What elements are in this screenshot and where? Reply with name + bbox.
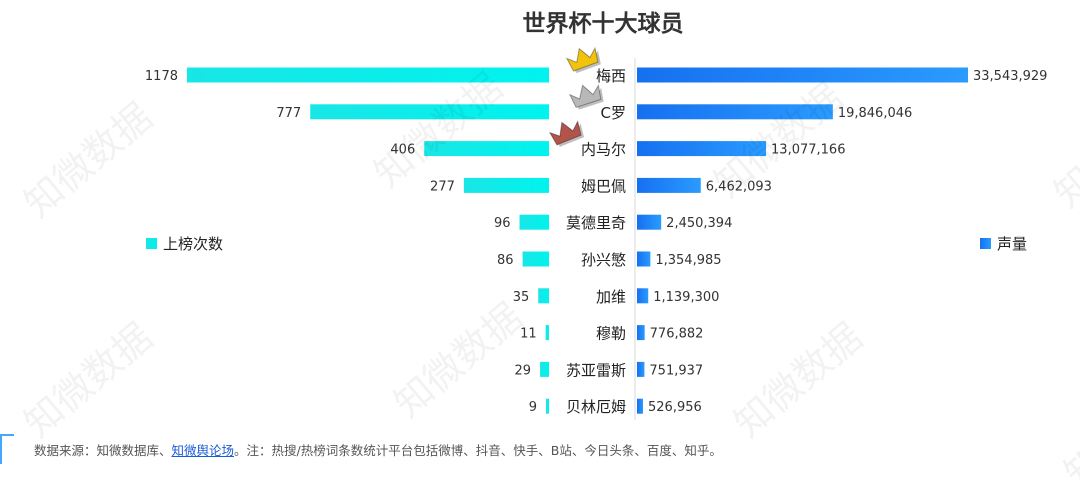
crown-shape — [565, 46, 599, 72]
right-bar-value-label: 751,937 — [649, 363, 703, 378]
category-label: 内马尔 — [581, 141, 626, 159]
right-bar[interactable] — [637, 398, 643, 414]
crown-shape — [568, 84, 602, 109]
legend-label-left: 上榜次数 — [163, 235, 224, 253]
right-bar[interactable] — [637, 251, 651, 267]
left-bar[interactable] — [546, 398, 549, 414]
left-bar-value-label: 277 — [430, 179, 455, 194]
gold-crown-icon — [565, 46, 601, 74]
category-label: 贝林厄姆 — [566, 398, 626, 416]
chart-marks: 1178 33,543,929 梅西 777 19,846,046 C罗 406 13,077… — [145, 46, 1047, 416]
right-bar[interactable] — [637, 325, 645, 341]
category-label: 孙兴慜 — [581, 251, 626, 269]
legend-left[interactable]: 上榜次数 — [146, 233, 223, 254]
left-bar[interactable] — [424, 141, 549, 157]
category-label: 梅西 — [596, 67, 626, 85]
right-bar-value-label: 33,543,929 — [973, 69, 1047, 84]
right-bar-value-label: 526,956 — [648, 400, 702, 415]
left-bar-value-label: 406 — [390, 143, 415, 158]
footer-link[interactable]: 知微舆论场 — [171, 443, 235, 458]
right-bar-value-label: 6,462,093 — [706, 179, 772, 194]
footer-suffix: 。注：热搜/热榜词条数统计平台包括微博、抖音、快手、B站、今日头条、百度、知乎。 — [234, 443, 722, 458]
left-bar[interactable] — [545, 325, 549, 341]
category-label: C罗 — [601, 104, 626, 122]
left-bar-value-label: 777 — [276, 106, 301, 121]
diverging-bar-chart: 1178 33,543,929 梅西 777 19,846,046 C罗 406 13,077… — [145, 46, 1047, 420]
left-bar-value-label: 29 — [515, 363, 532, 378]
category-label: 姆巴佩 — [581, 177, 626, 195]
legend-swatch-right — [980, 238, 991, 249]
left-bar-value-label: 96 — [494, 216, 511, 231]
right-bar[interactable] — [637, 177, 701, 193]
category-label: 加维 — [596, 288, 626, 306]
right-bar-value-label: 776,882 — [650, 327, 704, 342]
left-bar-value-label: 1178 — [145, 69, 178, 84]
footer-corner-decoration — [0, 434, 14, 464]
legend-label-right: 声量 — [997, 235, 1028, 253]
left-bar-value-label: 35 — [513, 290, 530, 305]
category-label: 莫德里奇 — [566, 214, 626, 232]
left-bar[interactable] — [187, 67, 549, 83]
left-bar[interactable] — [310, 104, 549, 120]
right-bar-value-label: 1,354,985 — [655, 253, 721, 268]
left-bar[interactable] — [522, 251, 549, 267]
right-bar[interactable] — [637, 67, 968, 83]
right-bar[interactable] — [637, 361, 645, 377]
bronze-crown-icon — [548, 119, 585, 147]
left-bar-value-label: 9 — [529, 400, 537, 415]
crown-shape — [548, 119, 582, 146]
category-label: 苏亚雷斯 — [566, 361, 626, 379]
left-bar[interactable] — [538, 288, 549, 304]
legend-right[interactable]: 声量 — [980, 233, 1027, 254]
left-bar[interactable] — [519, 214, 549, 230]
legend-swatch-left — [146, 238, 157, 249]
silver-crown-icon — [568, 84, 604, 110]
chart-title: 世界杯十大球员 — [522, 11, 684, 37]
right-bar-value-label: 19,846,046 — [838, 106, 912, 121]
right-bar[interactable] — [637, 104, 833, 120]
right-bar[interactable] — [637, 141, 767, 157]
right-bar[interactable] — [637, 214, 662, 230]
left-bar[interactable] — [540, 361, 549, 377]
right-bar-value-label: 2,450,394 — [666, 216, 732, 231]
left-bar-value-label: 11 — [520, 327, 537, 342]
footer-prefix: 数据来源：知微数据库、 — [34, 443, 172, 458]
footer-source-note: 数据来源：知微数据库、知微舆论场。注：热搜/热榜词条数统计平台包括微博、抖音、快… — [34, 440, 722, 459]
left-bar-value-label: 86 — [497, 253, 514, 268]
right-bar-value-label: 13,077,166 — [771, 143, 845, 158]
right-bar-value-label: 1,139,300 — [653, 290, 719, 305]
left-bar[interactable] — [463, 177, 549, 193]
right-bar[interactable] — [637, 288, 649, 304]
category-label: 穆勒 — [596, 325, 626, 343]
